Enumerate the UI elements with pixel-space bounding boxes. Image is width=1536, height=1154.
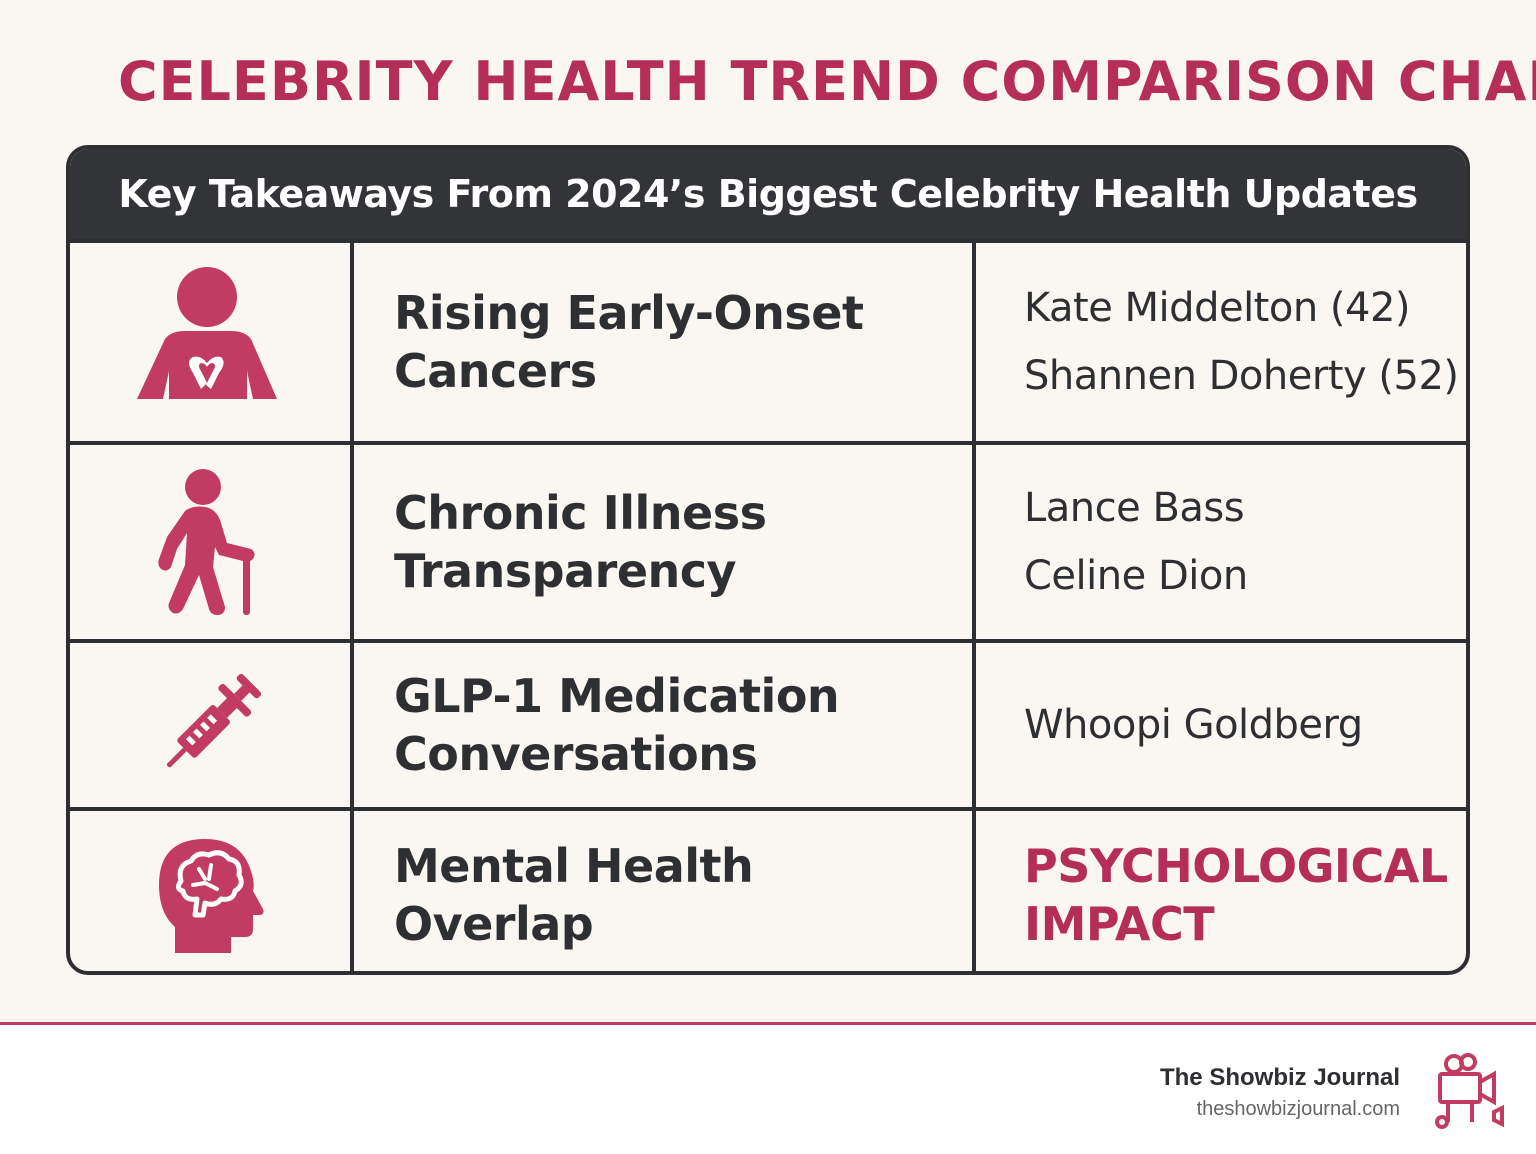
film-camera-logo-icon <box>1435 1053 1504 1129</box>
column-divider <box>350 239 354 971</box>
trend-label: Overlap <box>394 897 594 951</box>
trend-table: Key Takeaways From 2024’s Biggest Celebr… <box>66 145 1470 975</box>
celebrity-name: Kate Middelton (42) <box>1024 285 1411 331</box>
trend-cell: Mental Health Overlap <box>354 811 972 971</box>
celebrity-name: Celine Dion <box>1024 553 1248 599</box>
trend-label: Chronic Illness <box>394 486 767 540</box>
table-row: Mental Health Overlap PSYCHOLOGICAL IMPA… <box>70 807 1466 971</box>
trend-cell: Rising Early-Onset Cancers <box>354 243 972 441</box>
impact-label: IMPACT <box>1024 897 1215 951</box>
trend-label: GLP-1 Medication <box>394 669 840 723</box>
table-header: Key Takeaways From 2024’s Biggest Celebr… <box>70 149 1466 239</box>
head-brain-icon <box>159 839 264 953</box>
trend-label: Rising Early-Onset <box>394 286 864 340</box>
trend-label: Conversations <box>394 727 758 781</box>
trend-label: Mental Health <box>394 839 754 893</box>
celebs-cell: Lance Bass Celine Dion <box>976 445 1466 639</box>
person-with-ribbon-icon <box>137 267 277 399</box>
celebrity-name: Whoopi Goldberg <box>1024 702 1363 748</box>
icon-cell <box>70 643 350 807</box>
page-title: CELEBRITY HEALTH TREND COMPARISON CHART <box>118 50 1536 113</box>
trend-label: Cancers <box>394 344 597 398</box>
table-row: Rising Early-Onset Cancers Kate Middelto… <box>70 239 1466 441</box>
brand-url: theshowbizjournal.com <box>1196 1098 1400 1120</box>
celebs-cell: Whoopi Goldberg <box>976 643 1466 807</box>
impact-cell: PSYCHOLOGICAL IMPACT <box>976 811 1466 971</box>
celebrity-name: Lance Bass <box>1024 485 1245 531</box>
celebs-cell: Kate Middelton (42) Shannen Doherty (52) <box>976 243 1466 441</box>
celebrity-name: Shannen Doherty (52) <box>1024 353 1459 399</box>
impact-label: PSYCHOLOGICAL <box>1024 839 1448 893</box>
icon-cell <box>70 445 350 639</box>
icon-cell <box>70 811 350 971</box>
trend-cell: Chronic Illness Transparency <box>354 445 972 639</box>
person-with-cane-icon <box>158 469 255 615</box>
table-row: Chronic Illness Transparency Lance Bass … <box>70 441 1466 639</box>
icon-cell <box>70 243 350 441</box>
table-row: GLP-1 Medication Conversations Whoopi Go… <box>70 639 1466 807</box>
footer-divider <box>0 1022 1536 1025</box>
column-divider <box>972 239 976 971</box>
trend-label: Transparency <box>394 544 737 598</box>
brand-name: The Showbiz Journal <box>1159 1064 1400 1091</box>
trend-cell: GLP-1 Medication Conversations <box>354 643 972 807</box>
syringe-icon <box>166 673 262 768</box>
footer <box>0 1025 1536 1154</box>
